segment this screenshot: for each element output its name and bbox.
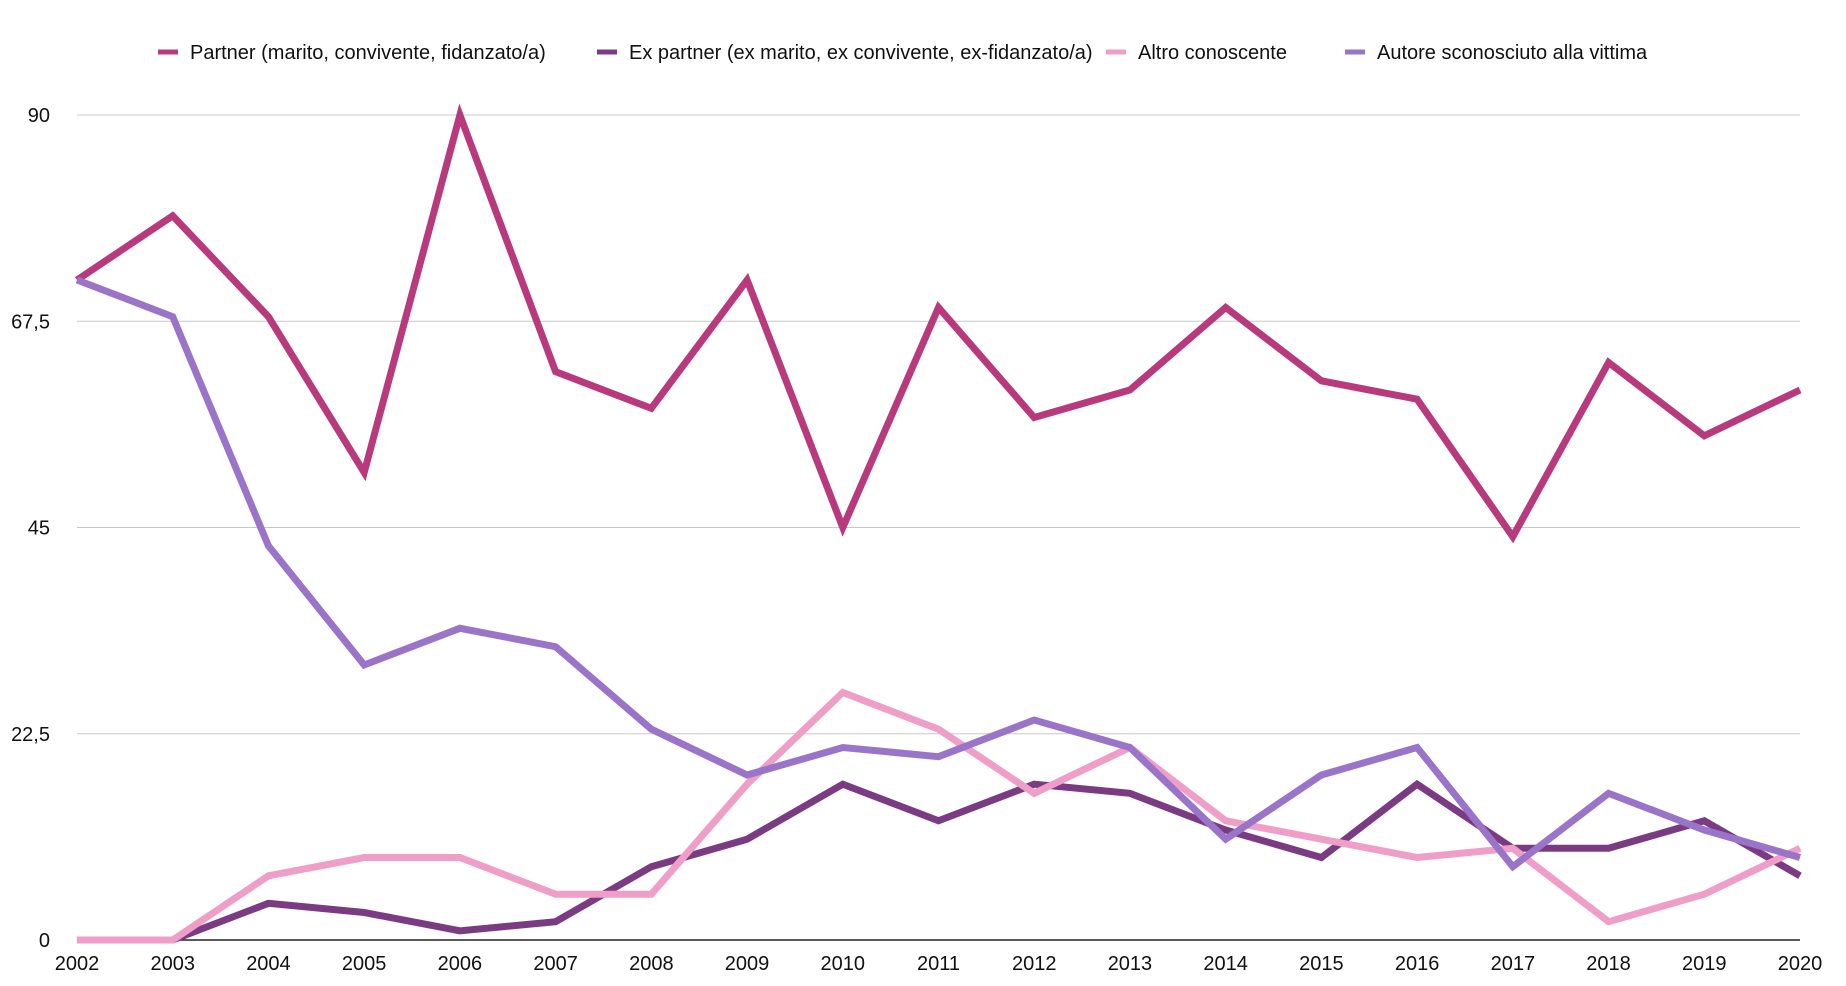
legend-label: Ex partner (ex marito, ex convivente, ex… [629,42,1093,64]
y-tick-label: 22,5 [11,724,50,746]
x-tick-label: 2004 [246,953,291,975]
x-axis-ticks: 2002 2003 2004 2005 2006 2007 2008 2009 2010 2011… [55,953,1823,975]
y-tick-label: 67,5 [11,311,50,333]
y-axis-ticks: 0 22,5 45 67,5 90 [11,105,50,952]
x-tick-label: 2016 [1395,953,1440,975]
series-line-4 [75,276,1801,872]
x-tick-label: 2008 [629,953,674,975]
x-tick-label: 2012 [1012,953,1057,975]
legend-label: Partner (marito, convivente, fidanzato/a… [190,42,546,64]
x-tick-label: 2009 [725,953,770,975]
x-tick-label: 2005 [342,953,387,975]
legend-label: Altro conoscente [1138,42,1287,64]
series-line-1 [75,103,1802,544]
y-tick-label: 0 [39,930,50,952]
x-tick-label: 2019 [1682,953,1727,975]
y-tick-label: 90 [28,105,50,127]
x-tick-label: 2010 [821,953,866,975]
legend: Partner (marito, convivente, fidanzato/a… [158,42,1648,64]
x-tick-label: 2007 [533,953,578,975]
x-tick-label: 2011 [917,953,960,975]
x-tick-label: 2013 [1108,953,1153,975]
legend-label: Autore sconosciuto alla vittima [1377,42,1648,64]
x-tick-label: 2017 [1491,953,1536,975]
x-tick-label: 2014 [1203,953,1248,975]
series-line-3 [77,688,1802,944]
x-tick-label: 2006 [438,953,483,975]
x-tick-label: 2015 [1299,953,1344,975]
grid [77,114,1800,941]
y-tick-label: 45 [28,518,50,540]
x-tick-label: 2018 [1586,953,1631,975]
series-lines [75,103,1802,944]
x-tick-label: 2020 [1778,953,1823,975]
x-tick-label: 2002 [55,953,100,975]
x-tick-label: 2003 [150,953,195,975]
